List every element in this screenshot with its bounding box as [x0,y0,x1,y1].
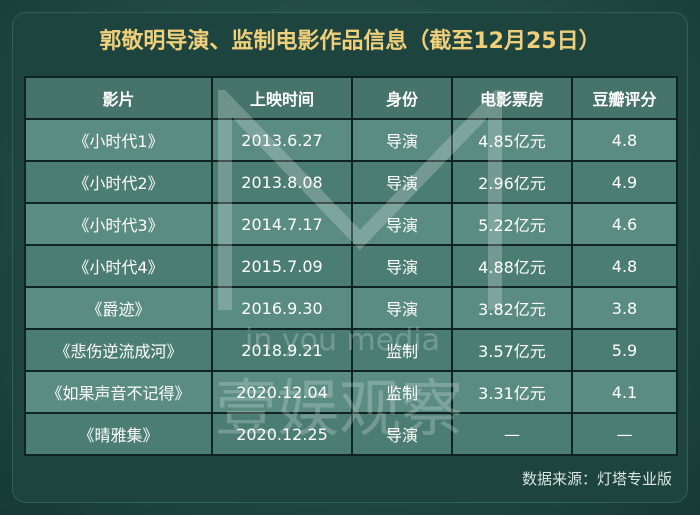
cell-release-date: 2016.9.30 [211,286,353,330]
table-row: 《小时代2》 2013.8.08 导演 2.96亿元 4.9 [24,160,678,204]
header-douban-score: 豆瓣评分 [571,76,678,120]
cell-film: 《小时代3》 [24,202,213,246]
table-row: 《爵迹》 2016.9.30 导演 3.82亿元 3.8 [24,286,678,330]
cell-role: 导演 [351,244,453,288]
cell-douban-score: 4.6 [571,202,678,246]
cell-film: 《小时代1》 [24,118,213,162]
header-box-office: 电影票房 [451,76,573,120]
cell-role: 导演 [351,286,453,330]
cell-release-date: 2020.12.04 [211,370,353,414]
cell-box-office: 4.88亿元 [451,244,573,288]
cell-film: 《小时代4》 [24,244,213,288]
cell-release-date: 2020.12.25 [211,412,353,456]
table-header-row: 影片 上映时间 身份 电影票房 豆瓣评分 [24,76,678,120]
cell-role: 导演 [351,412,453,456]
cell-douban-score: 4.8 [571,244,678,288]
cell-release-date: 2013.6.27 [211,118,353,162]
table-row: 《小时代1》 2013.6.27 导演 4.85亿元 4.8 [24,118,678,162]
cell-role: 导演 [351,202,453,246]
cell-film: 《悲伤逆流成河》 [24,328,213,372]
cell-release-date: 2015.7.09 [211,244,353,288]
cell-douban-score: — [571,412,678,456]
cell-douban-score: 4.9 [571,160,678,204]
cell-film: 《爵迹》 [24,286,213,330]
cell-box-office: — [451,412,573,456]
header-role: 身份 [351,76,453,120]
table-row: 《悲伤逆流成河》 2018.9.21 监制 3.57亿元 5.9 [24,328,678,372]
cell-box-office: 3.57亿元 [451,328,573,372]
cell-box-office: 5.22亿元 [451,202,573,246]
cell-douban-score: 4.1 [571,370,678,414]
header-film: 影片 [24,76,213,120]
cell-douban-score: 3.8 [571,286,678,330]
cell-film: 《晴雅集》 [24,412,213,456]
cell-douban-score: 5.9 [571,328,678,372]
cell-box-office: 2.96亿元 [451,160,573,204]
cell-box-office: 4.85亿元 [451,118,573,162]
cell-film: 《如果声音不记得》 [24,370,213,414]
table-row: 《小时代3》 2014.7.17 导演 5.22亿元 4.6 [24,202,678,246]
cell-release-date: 2013.8.08 [211,160,353,204]
cell-release-date: 2014.7.17 [211,202,353,246]
cell-film: 《小时代2》 [24,160,213,204]
cell-role: 导演 [351,118,453,162]
cell-role: 导演 [351,160,453,204]
cell-role: 监制 [351,370,453,414]
page-title: 郭敬明导演、监制电影作品信息（截至12月25日） [99,29,601,54]
data-source: 数据来源：灯塔专业版 [521,470,672,488]
table-row: 《如果声音不记得》 2020.12.04 监制 3.31亿元 4.1 [24,370,678,414]
films-table: 影片 上映时间 身份 电影票房 豆瓣评分 《小时代1》 2013.6.27 导演… [24,76,678,456]
table-row: 《小时代4》 2015.7.09 导演 4.88亿元 4.8 [24,244,678,288]
cell-box-office: 3.31亿元 [451,370,573,414]
cell-role: 监制 [351,328,453,372]
header-release-date: 上映时间 [211,76,353,120]
table-row: 《晴雅集》 2020.12.25 导演 — — [24,412,678,456]
cell-box-office: 3.82亿元 [451,286,573,330]
cell-release-date: 2018.9.21 [211,328,353,372]
cell-douban-score: 4.8 [571,118,678,162]
